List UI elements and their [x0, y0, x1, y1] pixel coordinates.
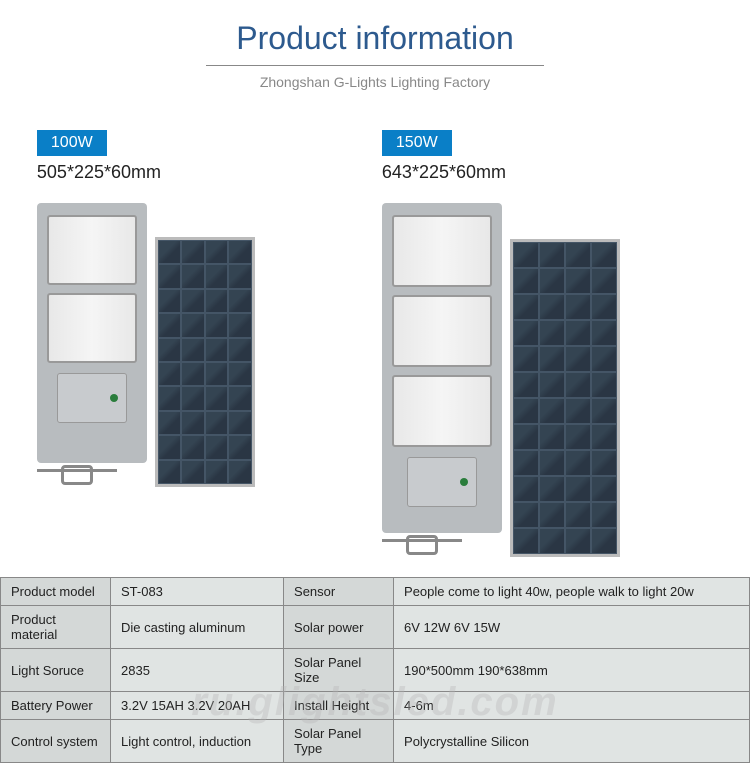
spec-value: 190*500mm 190*638mm	[394, 649, 750, 692]
spec-label: Sensor	[284, 578, 394, 606]
led-panel-icon	[392, 215, 492, 287]
spec-label: Install Height	[284, 692, 394, 720]
spec-label: Product material	[1, 606, 111, 649]
spec-label: Light Soruce	[1, 649, 111, 692]
lamp-body	[382, 203, 502, 533]
spec-label: Product model	[1, 578, 111, 606]
spec-label: Control system	[1, 720, 111, 763]
spec-value: 2835	[111, 649, 284, 692]
table-row: Product materialDie casting aluminumSola…	[1, 606, 750, 649]
lamp-front	[37, 203, 147, 487]
page-title: Product information	[206, 20, 543, 66]
spec-label: Battery Power	[1, 692, 111, 720]
table-row: Product modelST-083SensorPeople come to …	[1, 578, 750, 606]
solar-panel-icon	[155, 237, 255, 487]
spec-value: Polycrystalline Silicon	[394, 720, 750, 763]
dimensions-text: 505*225*60mm	[37, 162, 368, 183]
spec-value: Die casting aluminum	[111, 606, 284, 649]
spec-value: People come to light 40w, people walk to…	[394, 578, 750, 606]
control-box-icon	[57, 373, 127, 423]
product-images	[37, 203, 368, 487]
led-panel-icon	[392, 295, 492, 367]
dimensions-text: 643*225*60mm	[382, 162, 713, 183]
wattage-badge: 100W	[37, 130, 107, 156]
mount-bracket-icon	[37, 461, 117, 487]
spec-value: 4-6m	[394, 692, 750, 720]
control-box-icon	[407, 457, 477, 507]
header: Product information Zhongshan G-Lights L…	[0, 0, 750, 90]
specs-table: Product modelST-083SensorPeople come to …	[0, 577, 750, 763]
led-panel-icon	[47, 215, 137, 285]
solar-panel-icon	[510, 239, 620, 557]
mount-bracket-icon	[382, 531, 462, 557]
spec-value: 6V 12W 6V 15W	[394, 606, 750, 649]
page-subtitle: Zhongshan G-Lights Lighting Factory	[0, 74, 750, 90]
product-images	[382, 203, 713, 557]
led-panel-icon	[392, 375, 492, 447]
products-row: 100W 505*225*60mm 150W 643*225*60mm	[0, 130, 750, 557]
lamp-front	[382, 203, 502, 557]
led-panel-icon	[47, 293, 137, 363]
lamp-body	[37, 203, 147, 463]
spec-label: Solar Panel Size	[284, 649, 394, 692]
specs-tbody: Product modelST-083SensorPeople come to …	[1, 578, 750, 763]
table-row: Control system Light control, inductionS…	[1, 720, 750, 763]
table-row: Battery Power3.2V 15AH 3.2V 20AHInstall …	[1, 692, 750, 720]
product-150w: 150W 643*225*60mm	[382, 130, 713, 557]
table-row: Light Soruce2835Solar Panel Size190*500m…	[1, 649, 750, 692]
spec-value: ST-083	[111, 578, 284, 606]
product-100w: 100W 505*225*60mm	[37, 130, 368, 557]
spec-label: Solar Panel Type	[284, 720, 394, 763]
spec-label: Solar power	[284, 606, 394, 649]
wattage-badge: 150W	[382, 130, 452, 156]
spec-value: Light control, induction	[111, 720, 284, 763]
spec-value: 3.2V 15AH 3.2V 20AH	[111, 692, 284, 720]
